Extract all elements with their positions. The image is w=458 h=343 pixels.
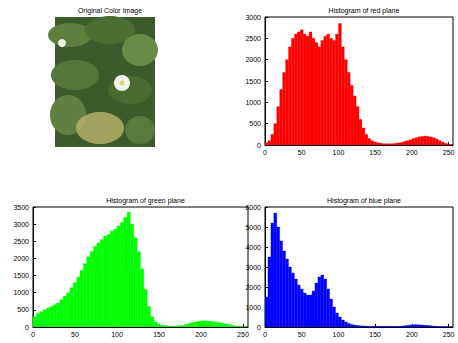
svg-text:Original Color Image: Original Color Image (78, 7, 142, 15)
svg-text:50: 50 (71, 331, 79, 338)
svg-text:1000: 1000 (245, 99, 261, 106)
svg-text:3000: 3000 (245, 14, 261, 21)
svg-text:150: 150 (153, 331, 165, 338)
svg-text:Histogram of green plane: Histogram of green plane (106, 197, 185, 205)
svg-text:100: 100 (333, 331, 345, 338)
svg-text:1500: 1500 (245, 78, 261, 85)
svg-text:500: 500 (17, 306, 29, 313)
svg-text:0: 0 (31, 331, 35, 338)
svg-text:0: 0 (263, 149, 267, 156)
svg-text:5000: 5000 (245, 224, 261, 231)
svg-text:200: 200 (406, 331, 418, 338)
svg-text:250: 250 (237, 331, 249, 338)
svg-text:1000: 1000 (13, 289, 29, 296)
svg-text:250: 250 (443, 149, 455, 156)
svg-text:150: 150 (369, 149, 381, 156)
svg-text:2000: 2000 (245, 284, 261, 291)
svg-text:50: 50 (298, 149, 306, 156)
svg-text:1000: 1000 (245, 304, 261, 311)
svg-text:4000: 4000 (245, 244, 261, 251)
svg-text:3000: 3000 (13, 221, 29, 228)
svg-text:Histogram of red plane: Histogram of red plane (329, 7, 400, 15)
svg-text:0: 0 (257, 142, 261, 149)
svg-text:200: 200 (406, 149, 418, 156)
svg-text:3000: 3000 (245, 264, 261, 271)
svg-text:6000: 6000 (245, 204, 261, 211)
svg-text:100: 100 (111, 331, 123, 338)
svg-text:0: 0 (263, 331, 267, 338)
svg-text:200: 200 (195, 331, 207, 338)
svg-text:Histogram of blue plane: Histogram of blue plane (327, 197, 401, 205)
svg-text:50: 50 (298, 331, 306, 338)
svg-text:0: 0 (257, 324, 261, 331)
svg-text:0: 0 (25, 324, 29, 331)
svg-text:3500: 3500 (13, 204, 29, 211)
svg-text:1500: 1500 (13, 272, 29, 279)
svg-text:2000: 2000 (245, 56, 261, 63)
svg-text:500: 500 (249, 120, 261, 127)
svg-text:100: 100 (333, 149, 345, 156)
svg-text:2000: 2000 (13, 255, 29, 262)
svg-text:2500: 2500 (13, 238, 29, 245)
svg-text:250: 250 (443, 331, 455, 338)
svg-text:2500: 2500 (245, 35, 261, 42)
svg-text:150: 150 (369, 331, 381, 338)
